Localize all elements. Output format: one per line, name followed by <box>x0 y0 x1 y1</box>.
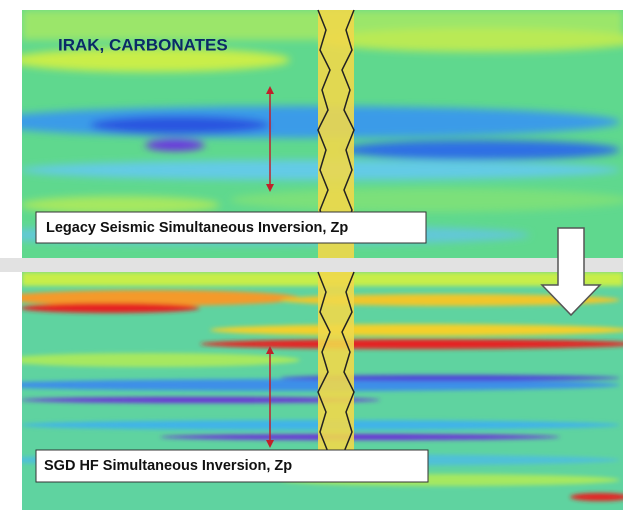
down-arrow <box>540 227 602 317</box>
title: IRAK, CARBONATES <box>58 35 228 54</box>
separator <box>0 258 623 272</box>
interval-arrow <box>266 86 274 448</box>
label-box <box>35 211 427 244</box>
panel-label: Legacy Seismic Simultaneous Inversion, Z… <box>46 220 348 236</box>
label-box <box>35 449 429 483</box>
panel-label: SGD HF Simultaneous Inversion, Zp <box>44 458 292 474</box>
